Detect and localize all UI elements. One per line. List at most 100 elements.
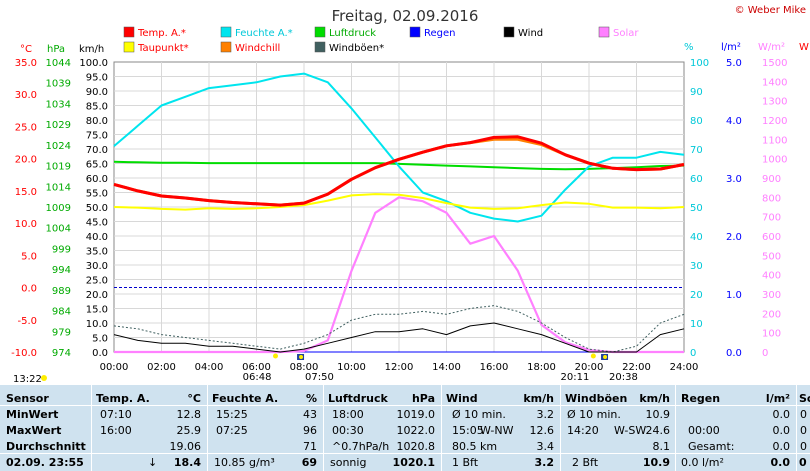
time-tick-label: 22:00 (622, 362, 651, 373)
table-row-divider (0, 453, 810, 454)
temp-value: 25.9 (176, 424, 202, 437)
temp-tick-label: 0.0 (21, 284, 37, 295)
solar-tick-label: 1000 (762, 155, 787, 166)
wind-value: 3.4 (536, 440, 555, 453)
chart-title: Freitag, 02.09.2016 (332, 7, 479, 25)
wind-tick-label: 95.0 (86, 73, 108, 84)
table-divider (207, 385, 208, 471)
statistics-table: Sensor MinWert MaxWert Durchschnitt 02.09. 2… (0, 385, 810, 471)
far-unit-label: W (799, 42, 809, 53)
legend-label: Luftdruck (329, 28, 376, 39)
rain-tick-label: 4.0 (726, 116, 742, 127)
rain-tick-label: 2.0 (726, 232, 742, 243)
wind-header: Wind (446, 392, 478, 405)
humidity-tick-label: 60 (690, 174, 703, 185)
humidity-tick-label: 80 (690, 116, 703, 127)
pressure-tick-label: 1009 (46, 203, 71, 214)
time-tick-label: 04:00 (195, 362, 224, 373)
pressure-value: 1020.8 (396, 440, 436, 453)
gust-label: Ø 10 min. (567, 408, 621, 421)
time-tick-label: 18:00 (527, 362, 556, 373)
gust-value: 24.6 (645, 424, 671, 437)
solar-value: 0 (800, 408, 807, 421)
temp-time: 16:00 (100, 424, 132, 437)
chart-series (113, 72, 685, 354)
humidity-tick-label: 30 (690, 261, 703, 272)
wind-tick-label: 55.0 (86, 189, 108, 200)
temp-value: 12.8 (176, 408, 202, 421)
table-divider (796, 385, 797, 471)
time-tick-label: 14:00 (432, 362, 461, 373)
temp-tick-label: 25.0 (15, 122, 37, 133)
humidity-unit-label: % (684, 42, 694, 53)
wind-tick-label: 30.0 (86, 261, 108, 272)
rain-tick-label: 1.0 (726, 290, 742, 301)
copyright-link[interactable]: © Weber Mike (735, 5, 806, 16)
time-tick-label: 10:00 (337, 362, 366, 373)
wind-tick-label: 50.0 (86, 203, 108, 214)
humidity-value: 96 (303, 424, 317, 437)
table-divider (323, 385, 324, 471)
solar-tick-label: 300 (762, 290, 781, 301)
pressure-tick-label: 1004 (46, 224, 71, 235)
sun-time-label: 20:38 (609, 372, 638, 383)
rain-tick-label: 5.0 (726, 58, 742, 69)
time-tick-label: 02:00 (147, 362, 176, 373)
solar-tick-label: 700 (762, 213, 781, 224)
pressure-time: 00:30 (332, 424, 364, 437)
pressure-header: Luftdruck (328, 392, 388, 405)
time-tick-label: 06:00 (242, 362, 271, 373)
wind-tick-label: 35.0 (86, 247, 108, 258)
rain-tick-label: 0.0 (726, 348, 742, 359)
legend-swatch (503, 26, 515, 38)
wind-value: 12.6 (529, 424, 555, 437)
wind-label: Ø 10 min. (452, 408, 506, 421)
pressure-value: 1022.0 (396, 424, 436, 437)
solar-tick-label: 1300 (762, 97, 787, 108)
series-line-taupunkt- (113, 193, 685, 211)
time-tick-label: 08:00 (290, 362, 319, 373)
wind-label: 80.5 km (452, 440, 498, 453)
wind-beaufort: 1 Bft (452, 456, 479, 469)
wind-tick-label: 60.0 (86, 174, 108, 185)
solar-tick-label: 900 (762, 174, 781, 185)
legend-label: Taupunkt* (137, 43, 189, 54)
humidity-current: 69 (301, 456, 317, 469)
sun-icon (41, 375, 47, 381)
solar-tick-label: 1400 (762, 77, 787, 88)
legend-label: Windchill (235, 43, 280, 54)
sun-time-label: 07:50 (305, 372, 334, 383)
legend-swatch (409, 26, 421, 38)
legend-label: Solar (613, 28, 639, 39)
gust-label: 14:20 (567, 424, 599, 437)
time-tick-label: 16:00 (480, 362, 509, 373)
wind-tick-label: 80.0 (86, 116, 108, 127)
wind-tick-label: 40.0 (86, 232, 108, 243)
humidity-tick-label: 50 (690, 203, 703, 214)
wind-tick-label: 20.0 (86, 290, 108, 301)
time-tick-label: 24:00 (670, 362, 699, 373)
sun-time-label: 06:48 (243, 372, 272, 383)
table-divider (441, 385, 442, 471)
temp-tick-label: 15.0 (15, 187, 37, 198)
pressure-tick-label: 1039 (46, 79, 71, 90)
humidity-tick-label: 10 (690, 319, 703, 330)
legend-swatch (220, 26, 232, 38)
legend-label: Regen (424, 28, 456, 39)
solar-tick-label: 1200 (762, 116, 787, 127)
wind-tick-label: 85.0 (86, 102, 108, 113)
twilight-icon (590, 353, 596, 359)
rain-value: 0.0 (772, 440, 791, 453)
wind-tick-label: 70.0 (86, 145, 108, 156)
humidity-header: Feuchte A. (212, 392, 279, 405)
temp-tick-label: 35.0 (15, 58, 37, 69)
humidity-tick-label: 20 (690, 290, 703, 301)
solar-tick-label: 0 (762, 348, 768, 359)
pressure-tick-label: 974 (52, 348, 71, 359)
wind-tick-label: 90.0 (86, 87, 108, 98)
legend-swatch (123, 41, 135, 53)
chart-extra: 13:22 06:48 07:50 20:11 20:38 (13, 353, 638, 385)
temp-unit-label: °C (20, 44, 32, 55)
sensor-row-label: Durchschnitt (6, 440, 86, 453)
legend-swatch (598, 26, 610, 38)
